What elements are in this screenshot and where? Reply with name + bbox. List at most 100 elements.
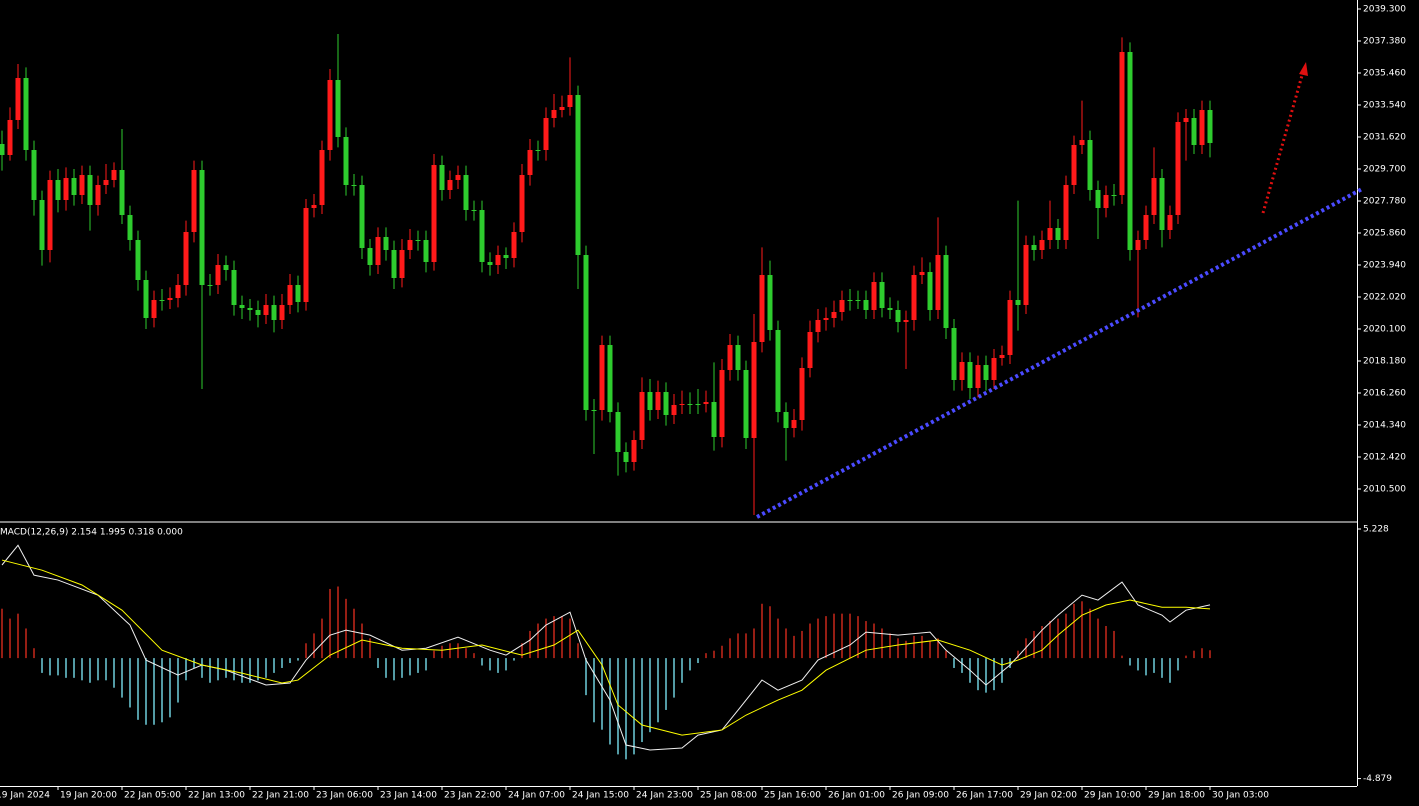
candle-body <box>607 345 613 412</box>
candle-body <box>551 110 557 118</box>
candle-body <box>663 392 669 415</box>
candle-body <box>1119 52 1125 195</box>
x-tick-label: 23 Jan 22:00 <box>444 791 501 801</box>
candle-body <box>359 185 365 248</box>
candle-body <box>759 275 765 342</box>
y-tick-label: 2018.180 <box>1363 357 1406 367</box>
candle-body <box>343 137 349 185</box>
candle-body <box>143 280 149 318</box>
candle-body <box>519 175 525 232</box>
candle-body <box>951 328 957 380</box>
y-tick-label: 2012.420 <box>1363 453 1406 463</box>
candle-body <box>919 272 925 275</box>
candle-body <box>247 308 253 310</box>
candle-body <box>847 300 853 301</box>
candle-body <box>1151 178 1157 215</box>
candle-body <box>455 175 461 180</box>
macd-label: MACD(12,26,9) 2.154 1.995 0.318 0.000 <box>0 528 183 538</box>
x-tick-label: 29 Jan 10:00 <box>1084 791 1141 801</box>
candle-body <box>127 215 133 240</box>
candle-body <box>959 362 965 380</box>
candle-body <box>175 285 181 298</box>
candle-body <box>471 210 477 211</box>
candle-body <box>447 180 453 190</box>
candle-body <box>311 205 317 208</box>
candle-body <box>231 270 237 305</box>
candle-body <box>623 452 629 462</box>
candle-body <box>983 365 989 380</box>
x-tick-label: 30 Jan 03:00 <box>1212 791 1269 801</box>
candle-body <box>263 305 269 315</box>
candle-body <box>31 150 37 200</box>
candle-body <box>911 275 917 320</box>
candle-body <box>1191 118 1197 145</box>
candle-body <box>479 210 485 262</box>
x-tick-label: 24 Jan 15:00 <box>572 791 629 801</box>
candle-body <box>543 118 549 150</box>
candle-body <box>1079 140 1085 145</box>
x-tick-label: 26 Jan 17:00 <box>956 791 1013 801</box>
candle-body <box>255 310 261 315</box>
candle-body <box>751 342 757 438</box>
candle-body <box>1175 122 1181 215</box>
candle-body <box>599 345 605 410</box>
candle-body <box>575 95 581 255</box>
candle-body <box>71 178 77 195</box>
x-tick-label: 29 Jan 02:00 <box>1020 791 1077 801</box>
x-tick-label: 26 Jan 09:00 <box>892 791 949 801</box>
candle-body <box>527 150 533 175</box>
candle-body <box>927 272 933 310</box>
candle-body <box>871 282 877 310</box>
candle-body <box>727 345 733 370</box>
candle-body <box>15 78 21 120</box>
candle-body <box>975 365 981 388</box>
candle-body <box>1095 190 1101 208</box>
x-tick-label: 23 Jan 06:00 <box>316 791 373 801</box>
candle-body <box>839 300 845 312</box>
projection-arrowhead <box>1299 62 1308 76</box>
candle-body <box>375 237 381 265</box>
candle-body <box>1047 228 1053 240</box>
candle-body <box>1183 118 1189 122</box>
y-tick-label: -4.879 <box>1363 774 1392 784</box>
candle-body <box>319 150 325 205</box>
candle-body <box>199 170 205 285</box>
candle-body <box>807 332 813 368</box>
candle-body <box>1135 240 1141 250</box>
candle-body <box>1127 52 1133 250</box>
candle-body <box>679 404 685 405</box>
candle-body <box>335 80 341 137</box>
y-tick-label: 2020.100 <box>1363 325 1406 335</box>
y-tick-label: 2022.020 <box>1363 293 1406 303</box>
y-tick-label: 2033.540 <box>1363 101 1406 111</box>
x-tick-label: 22 Jan 21:00 <box>252 791 309 801</box>
candle-body <box>7 120 13 155</box>
candle-body <box>303 208 309 302</box>
candle-body <box>583 255 589 410</box>
candle-body <box>647 392 653 410</box>
candle-body <box>183 232 189 285</box>
candle-body <box>119 170 125 215</box>
candle-body <box>487 262 493 265</box>
y-tick-label: 2025.860 <box>1363 229 1406 239</box>
candle-body <box>191 170 197 232</box>
candle-body <box>407 240 413 250</box>
candle-body <box>0 144 5 155</box>
candle-body <box>79 175 85 195</box>
candle-body <box>47 180 53 250</box>
candle-body <box>935 255 941 310</box>
y-tick-label: 2016.260 <box>1363 389 1406 399</box>
y-tick-label: 2037.380 <box>1363 37 1406 47</box>
candle-body <box>55 180 61 200</box>
candle-body <box>367 248 373 265</box>
candle-body <box>855 300 861 301</box>
candle-body <box>711 402 717 437</box>
candle-body <box>1015 300 1021 305</box>
x-tick-label: 26 Jan 01:00 <box>828 791 885 801</box>
candle-body <box>423 240 429 262</box>
candle-body <box>783 412 789 428</box>
candle-body <box>431 165 437 262</box>
candle-body <box>879 282 885 308</box>
candle-body <box>295 285 301 302</box>
